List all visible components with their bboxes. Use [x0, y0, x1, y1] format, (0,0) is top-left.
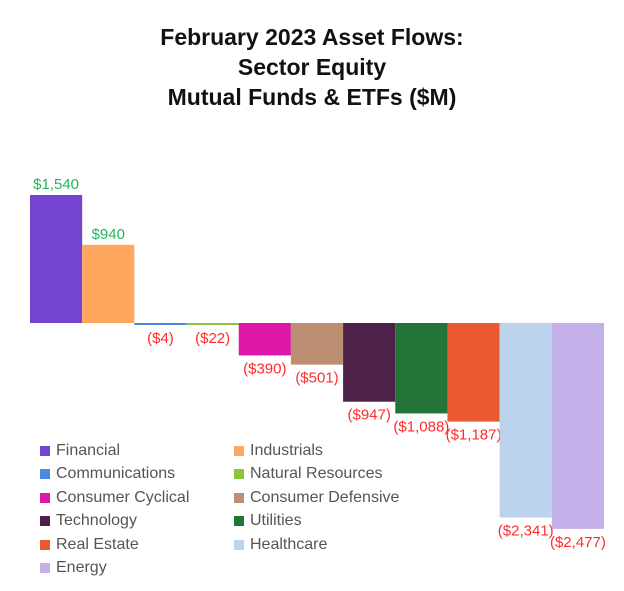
- title-line-3: Mutual Funds & ETFs ($M): [167, 84, 457, 110]
- bar-technology: [343, 323, 396, 402]
- legend-label: Natural Resources: [250, 465, 383, 483]
- bar-communications: [134, 323, 187, 325]
- legend-item: Technology: [40, 511, 234, 533]
- legend-swatch: [40, 492, 50, 503]
- title-line-2: Sector Equity: [237, 54, 387, 80]
- legend-item: Natural Resources: [234, 464, 454, 486]
- data-label: ($2,341): [498, 523, 554, 540]
- bar-financial: [30, 195, 83, 323]
- data-label: ($501): [295, 370, 338, 387]
- legend-swatch: [40, 516, 50, 527]
- bar-natural-resources: [186, 323, 239, 325]
- legend-swatch: [234, 445, 244, 456]
- legend-item: Consumer Cyclical: [40, 487, 234, 509]
- bar-consumer-defensive: [290, 323, 344, 365]
- data-label: $940: [92, 226, 125, 243]
- bar-utilities: [395, 323, 448, 414]
- legend-swatch: [234, 516, 244, 527]
- legend-swatch: [40, 469, 50, 480]
- legend-swatch: [234, 469, 244, 480]
- data-label: ($4): [147, 330, 174, 347]
- data-label: ($1,187): [446, 427, 502, 444]
- data-label: ($2,477): [550, 534, 606, 551]
- legend-swatch: [40, 539, 50, 550]
- bar-healthcare: [499, 323, 552, 518]
- legend-swatch: [234, 492, 244, 503]
- legend-item: Financial: [40, 440, 234, 462]
- legend-item: Healthcare: [234, 534, 454, 556]
- bar-industrials: [82, 244, 135, 323]
- data-label: ($22): [195, 330, 230, 347]
- legend-swatch: [234, 539, 244, 550]
- legend-item: Consumer Defensive: [234, 487, 454, 509]
- legend: Financial Industrials Communications Natura…: [40, 440, 454, 579]
- legend-swatch: [40, 563, 50, 574]
- data-label: $1,540: [33, 176, 79, 193]
- legend-label: Industrials: [250, 441, 323, 459]
- bar-real-estate: [447, 323, 500, 422]
- bar-energy: [551, 323, 604, 529]
- chart-title: February 2023 Asset Flows: Sector Equity…: [0, 22, 624, 112]
- title-line-1: February 2023 Asset Flows:: [160, 24, 464, 50]
- legend-swatch: [40, 445, 50, 456]
- data-label: ($390): [243, 360, 286, 377]
- legend-label: Healthcare: [250, 535, 328, 553]
- legend-label: Consumer Defensive: [250, 488, 400, 506]
- legend-item: Communications: [40, 464, 234, 486]
- data-label: ($947): [348, 407, 391, 424]
- legend-item: Utilities: [234, 511, 454, 533]
- legend-label: Utilities: [250, 512, 302, 530]
- legend-label: Energy: [56, 559, 107, 577]
- legend-item: Industrials: [234, 440, 454, 462]
- legend-label: Real Estate: [56, 535, 139, 553]
- legend-label: Communications: [56, 465, 176, 483]
- bar-consumer-cyclical: [238, 323, 291, 356]
- data-label: ($1,088): [393, 418, 449, 435]
- legend-label: Technology: [56, 512, 137, 530]
- legend-item: Energy: [40, 558, 234, 580]
- legend-label: Consumer Cyclical: [56, 488, 190, 506]
- legend-label: Financial: [56, 441, 121, 459]
- legend-item: Real Estate: [40, 534, 234, 556]
